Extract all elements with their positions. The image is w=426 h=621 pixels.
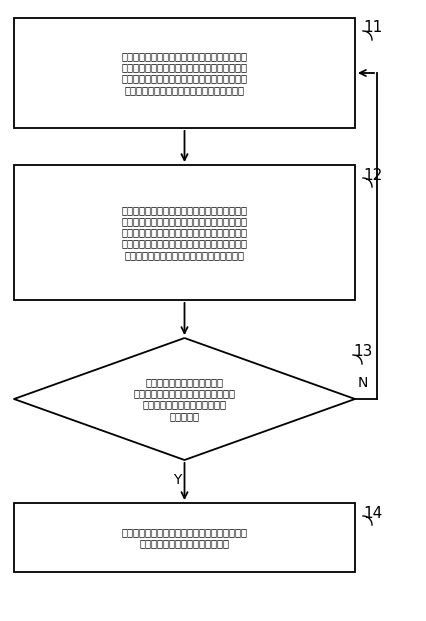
Text: ，再降低所有检测点对应的加热管的输出功率: ，再降低所有检测点对应的加热管的输出功率 xyxy=(124,250,244,260)
Text: 允许范围内: 允许范围内 xyxy=(169,410,199,421)
Bar xyxy=(14,18,354,128)
Text: 14: 14 xyxy=(363,505,382,520)
Text: 并将若干检测点的温度与基准点的温度进行比较: 并将若干检测点的温度与基准点的温度进行比较 xyxy=(121,63,247,73)
Text: 检测点的温度，并判断所有检测点的温: 检测点的温度，并判断所有检测点的温 xyxy=(133,388,235,399)
Bar xyxy=(14,165,354,300)
Text: ，温度低于基准点的检测点记作低温度检测点: ，温度低于基准点的检测点记作低温度检测点 xyxy=(124,84,244,95)
Text: 加热管的输出功率；或者，将低温度检测点对应: 加热管的输出功率；或者，将低温度检测点对应 xyxy=(121,227,247,237)
Text: 的加热管的输出功率提高，待加热管稳定工作后: 的加热管的输出功率提高，待加热管稳定工作后 xyxy=(121,238,247,248)
Text: 许范围内时，校准完成，结束流程: 许范围内时，校准完成，结束流程 xyxy=(139,538,229,548)
Text: 11: 11 xyxy=(363,20,382,35)
Text: 待加热管稳定工作后，再提高所有检测点对应的: 待加热管稳定工作后，再提高所有检测点对应的 xyxy=(121,216,247,226)
Text: ，将温度高于基准点的检测点记作高温度检测点: ，将温度高于基准点的检测点记作高温度检测点 xyxy=(121,73,247,84)
Text: 当所有检测点的温度与基准点的温度的差值在允: 当所有检测点的温度与基准点的温度的差值在允 xyxy=(121,527,247,537)
Text: 获取工作区域中基准点和若干: 获取工作区域中基准点和若干 xyxy=(145,378,223,388)
Text: 13: 13 xyxy=(352,345,372,360)
Text: 获取工作区域中的基准点和若干检测点的温度，: 获取工作区域中的基准点和若干检测点的温度， xyxy=(121,52,247,61)
Text: 将高温度检测点对应的加热管的输出功率降低，: 将高温度检测点对应的加热管的输出功率降低， xyxy=(121,205,247,215)
Text: 度与基准点的温度的差值是否在: 度与基准点的温度的差值是否在 xyxy=(142,399,226,410)
Text: Y: Y xyxy=(173,473,181,487)
Bar xyxy=(14,503,354,572)
Text: 12: 12 xyxy=(363,168,382,183)
Text: N: N xyxy=(357,376,367,390)
